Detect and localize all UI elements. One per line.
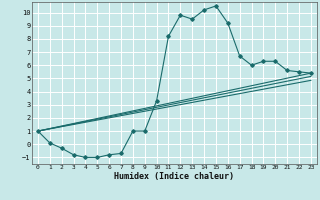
X-axis label: Humidex (Indice chaleur): Humidex (Indice chaleur) (115, 172, 234, 181)
